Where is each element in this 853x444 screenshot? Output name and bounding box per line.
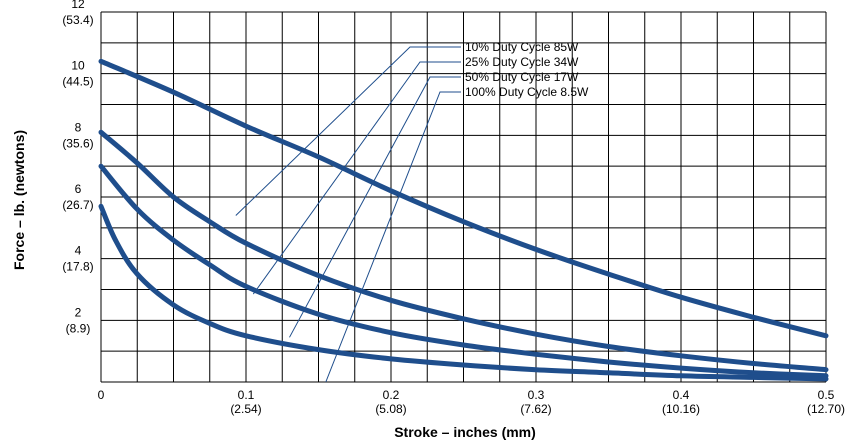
x-tick-label: 0.1 bbox=[238, 388, 255, 402]
legend-entry-2: 25% Duty Cycle 34W bbox=[465, 55, 579, 69]
legend-entry-1: 10% Duty Cycle 85W bbox=[465, 40, 579, 54]
legend-leader-lines bbox=[235, 46, 461, 383]
legend-entry-4: 100% Duty Cycle 8.5W bbox=[465, 85, 589, 99]
y-tick-sublabel: (53.4) bbox=[62, 13, 93, 27]
series-lines bbox=[98, 58, 829, 382]
series-line-2 bbox=[98, 129, 829, 373]
y-tick-label: 10 bbox=[71, 59, 85, 73]
y-tick-sublabel: (26.7) bbox=[62, 198, 93, 212]
y-tick-label: 8 bbox=[75, 120, 82, 134]
x-tick-label: 0.4 bbox=[673, 388, 690, 402]
x-tick-sublabel: (7.62) bbox=[520, 402, 551, 416]
x-tick-sublabel: (12.70) bbox=[807, 402, 845, 416]
x-tick-sublabel: (5.08) bbox=[375, 402, 406, 416]
x-axis-title: Stroke – inches (mm) bbox=[394, 424, 536, 440]
y-tick-label: 4 bbox=[75, 244, 82, 258]
y-tick-sublabel: (17.8) bbox=[62, 260, 93, 274]
y-tick-label: 6 bbox=[75, 182, 82, 196]
y-tick-sublabel: (44.5) bbox=[62, 75, 93, 89]
series-line-4 bbox=[98, 203, 829, 382]
legend-leader-4 bbox=[325, 91, 461, 383]
x-tick-sublabel: (10.16) bbox=[662, 402, 700, 416]
series-line-1 bbox=[98, 58, 829, 339]
series-line-3 bbox=[98, 163, 829, 379]
x-tick-label: 0.3 bbox=[528, 388, 545, 402]
y-axis-title: Force – lb. (newtons) bbox=[11, 130, 27, 270]
y-tick-label: 12 bbox=[71, 0, 85, 11]
x-tick-label: 0.2 bbox=[383, 388, 400, 402]
y-tick-label: 2 bbox=[75, 305, 82, 319]
x-tick-label: 0.5 bbox=[818, 388, 835, 402]
y-tick-sublabel: (8.9) bbox=[66, 321, 91, 335]
legend-leader-3 bbox=[289, 76, 461, 338]
x-tick-label: 0 bbox=[98, 388, 105, 402]
x-tick-sublabel: (2.54) bbox=[230, 402, 261, 416]
legend-leader-2 bbox=[252, 61, 461, 295]
grid bbox=[100, 11, 827, 383]
tick-labels: 0 0.1(2.54) 0.2(5.08) 0.3(7.62) 0.4(10.16) 0.… bbox=[62, 0, 845, 416]
y-tick-sublabel: (35.6) bbox=[62, 136, 93, 150]
legend-entry-3: 50% Duty Cycle 17W bbox=[465, 70, 579, 84]
legend-leader-1 bbox=[235, 46, 461, 216]
